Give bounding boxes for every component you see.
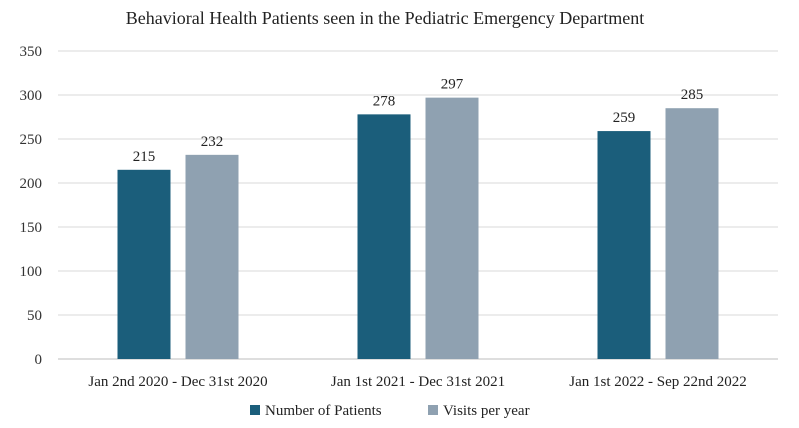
data-label: 285 [681, 87, 704, 103]
chart-title: Behavioral Health Patients seen in the P… [126, 8, 645, 28]
data-label: 297 [441, 77, 464, 93]
x-axis-categories: Jan 2nd 2020 - Dec 31st 2020 Jan 1st 2021… [88, 374, 746, 390]
y-tick-label: 50 [27, 308, 42, 324]
y-tick-label: 150 [20, 220, 43, 236]
y-tick-label: 100 [20, 264, 43, 280]
gridlines [58, 50, 778, 360]
x-category-label: Jan 2nd 2020 - Dec 31st 2020 [88, 374, 267, 390]
bar [597, 131, 651, 359]
bar [665, 108, 719, 359]
y-tick-label: 200 [20, 176, 43, 192]
legend-label: Number of Patients [265, 403, 382, 419]
data-label: 259 [613, 110, 636, 126]
bar [357, 114, 411, 359]
data-label: 278 [373, 93, 396, 109]
legend: Number of Patients Visits per year [250, 403, 530, 419]
y-tick-label: 0 [35, 352, 43, 368]
data-label: 215 [133, 149, 156, 165]
legend-label: Visits per year [443, 403, 530, 419]
y-tick-label: 350 [20, 44, 43, 60]
legend-swatch [250, 405, 260, 415]
y-axis-ticks: 0 50 100 150 200 250 300 350 [20, 44, 43, 368]
legend-swatch [428, 405, 438, 415]
x-category-label: Jan 1st 2021 - Dec 31st 2021 [331, 374, 505, 390]
y-tick-label: 250 [20, 132, 43, 148]
x-category-label: Jan 1st 2022 - Sep 22nd 2022 [569, 374, 747, 390]
bars: 215 232 278 297 259 285 [117, 77, 719, 359]
bar [117, 169, 171, 359]
data-label: 232 [201, 134, 224, 150]
bar [425, 97, 479, 359]
bar [185, 154, 239, 359]
y-tick-label: 300 [20, 88, 43, 104]
